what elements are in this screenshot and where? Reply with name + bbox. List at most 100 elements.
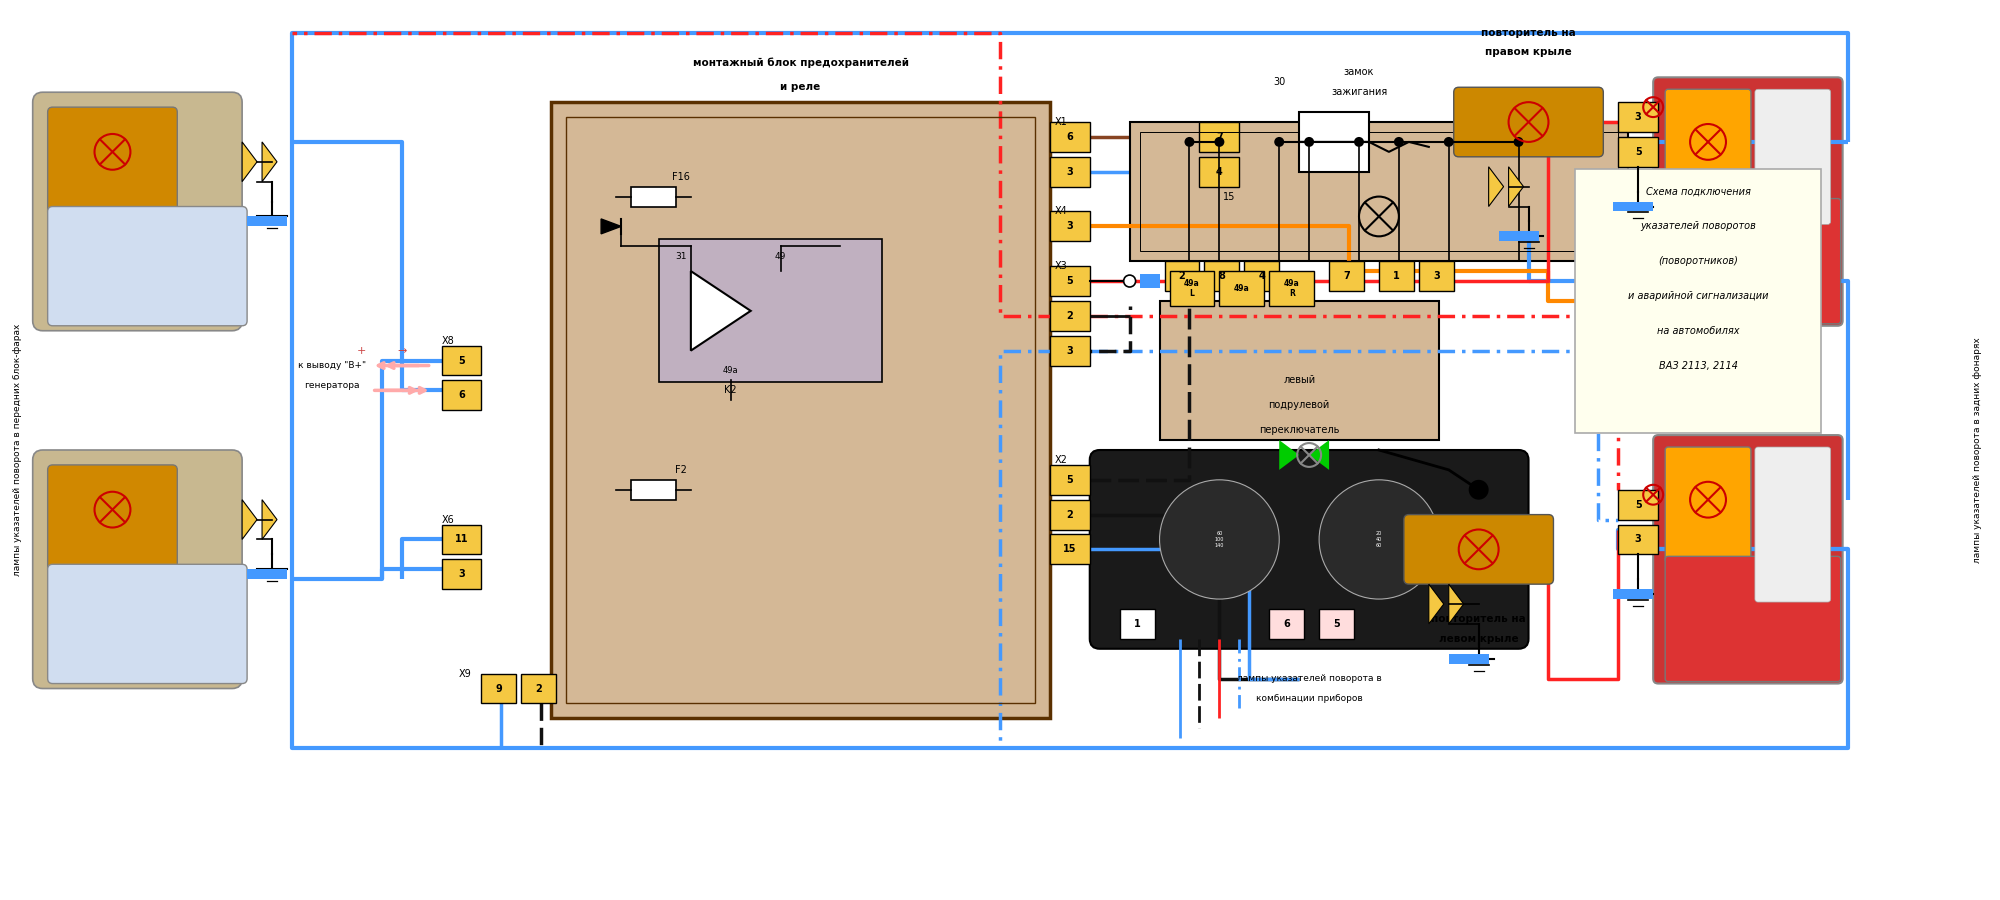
Text: 5: 5 — [1634, 147, 1642, 157]
Text: X1: X1 — [1054, 117, 1068, 127]
Polygon shape — [242, 142, 258, 182]
FancyBboxPatch shape — [1220, 271, 1264, 306]
FancyBboxPatch shape — [1320, 609, 1354, 639]
FancyBboxPatch shape — [48, 206, 248, 326]
Text: 7: 7 — [1344, 271, 1350, 281]
Text: 49a: 49a — [722, 366, 738, 375]
Text: 15: 15 — [1064, 544, 1076, 554]
Text: подрулевой: подрулевой — [1268, 400, 1330, 410]
FancyBboxPatch shape — [1050, 266, 1090, 296]
Text: на автомобилях: на автомобилях — [1656, 326, 1740, 336]
FancyBboxPatch shape — [1050, 301, 1090, 330]
FancyBboxPatch shape — [1270, 271, 1314, 306]
Text: 15: 15 — [1224, 192, 1236, 202]
FancyBboxPatch shape — [1454, 87, 1604, 157]
FancyBboxPatch shape — [1330, 261, 1364, 291]
Circle shape — [1468, 480, 1488, 500]
Text: правом крыле: правом крыле — [1486, 48, 1572, 58]
Bar — [1140, 132, 1618, 251]
Text: 2: 2 — [1178, 271, 1186, 281]
Polygon shape — [1448, 584, 1464, 624]
Text: 5: 5 — [458, 356, 464, 365]
Text: 11: 11 — [454, 535, 468, 544]
Text: 4: 4 — [1216, 166, 1222, 176]
Text: 1: 1 — [1394, 271, 1400, 281]
Text: 3: 3 — [1432, 271, 1440, 281]
FancyBboxPatch shape — [1204, 261, 1240, 291]
FancyBboxPatch shape — [1170, 271, 1214, 306]
FancyBboxPatch shape — [1050, 465, 1090, 495]
Bar — [1498, 231, 1538, 241]
FancyBboxPatch shape — [1050, 212, 1090, 241]
Bar — [1614, 590, 1654, 599]
Circle shape — [1354, 137, 1364, 147]
Bar — [1140, 274, 1160, 288]
FancyBboxPatch shape — [658, 239, 882, 382]
Text: X3: X3 — [1054, 261, 1068, 271]
Circle shape — [1274, 137, 1284, 147]
FancyBboxPatch shape — [1618, 490, 1658, 519]
FancyBboxPatch shape — [1418, 261, 1454, 291]
FancyBboxPatch shape — [1244, 261, 1280, 291]
Text: X8: X8 — [442, 336, 454, 346]
Polygon shape — [602, 219, 622, 234]
Text: X4: X4 — [1054, 206, 1068, 217]
FancyBboxPatch shape — [1666, 556, 1840, 681]
Text: F16: F16 — [672, 172, 690, 182]
Text: →: → — [396, 346, 406, 356]
Text: лампы указателей поворота в задних фонарях: лампы указателей поворота в задних фонар… — [1972, 338, 1982, 562]
FancyBboxPatch shape — [442, 346, 482, 375]
Circle shape — [1514, 137, 1524, 147]
Text: 49a: 49a — [1234, 284, 1250, 293]
Text: зажигания: зажигания — [1330, 87, 1388, 97]
Text: X9: X9 — [458, 669, 472, 679]
Text: 49: 49 — [774, 252, 786, 261]
FancyBboxPatch shape — [1160, 301, 1438, 440]
Text: лампы указателей поворота в передних блок-фарах: лампы указателей поворота в передних бло… — [14, 324, 22, 576]
Text: Схема подключения: Схема подключения — [1646, 186, 1750, 196]
Text: переключатель: переключатель — [1258, 425, 1340, 435]
FancyBboxPatch shape — [1754, 447, 1830, 602]
Circle shape — [1304, 137, 1314, 147]
Polygon shape — [262, 142, 278, 182]
Text: 3: 3 — [1066, 346, 1074, 356]
Text: замок: замок — [1344, 68, 1374, 77]
FancyBboxPatch shape — [1050, 500, 1090, 529]
FancyBboxPatch shape — [1200, 157, 1240, 186]
FancyBboxPatch shape — [48, 564, 248, 683]
Polygon shape — [1310, 440, 1330, 470]
Circle shape — [1124, 275, 1136, 287]
Text: 31: 31 — [676, 252, 686, 261]
Text: 3: 3 — [1634, 535, 1642, 544]
Bar — [566, 117, 1034, 704]
FancyBboxPatch shape — [1618, 137, 1658, 166]
Text: 7: 7 — [1216, 132, 1222, 142]
Text: 8: 8 — [1218, 271, 1226, 281]
FancyBboxPatch shape — [442, 525, 482, 554]
Polygon shape — [1280, 440, 1300, 470]
FancyBboxPatch shape — [1666, 89, 1750, 204]
FancyBboxPatch shape — [48, 107, 178, 217]
FancyBboxPatch shape — [32, 450, 242, 688]
Text: 1: 1 — [1134, 619, 1140, 629]
Text: 3: 3 — [458, 569, 464, 580]
Text: 6: 6 — [458, 391, 464, 401]
FancyBboxPatch shape — [1050, 157, 1090, 186]
FancyBboxPatch shape — [522, 673, 556, 704]
Circle shape — [1184, 137, 1194, 147]
FancyBboxPatch shape — [1270, 609, 1304, 639]
Text: и реле: и реле — [780, 82, 820, 93]
FancyBboxPatch shape — [1164, 261, 1200, 291]
Text: 49а
L: 49а L — [1184, 279, 1200, 298]
FancyBboxPatch shape — [1050, 122, 1090, 152]
Polygon shape — [1428, 584, 1444, 624]
Text: монтажный блок предохранителей: монтажный блок предохранителей — [692, 58, 908, 68]
FancyBboxPatch shape — [1120, 609, 1154, 639]
Text: 5: 5 — [1634, 500, 1642, 509]
Text: лампы указателей поворота в: лампы указателей поворота в — [1236, 674, 1382, 683]
FancyBboxPatch shape — [442, 559, 482, 590]
Bar — [248, 217, 286, 227]
Text: указателей поворотов: указателей поворотов — [1640, 221, 1756, 231]
Bar — [1614, 202, 1654, 211]
Text: левом крыле: левом крыле — [1438, 634, 1518, 643]
